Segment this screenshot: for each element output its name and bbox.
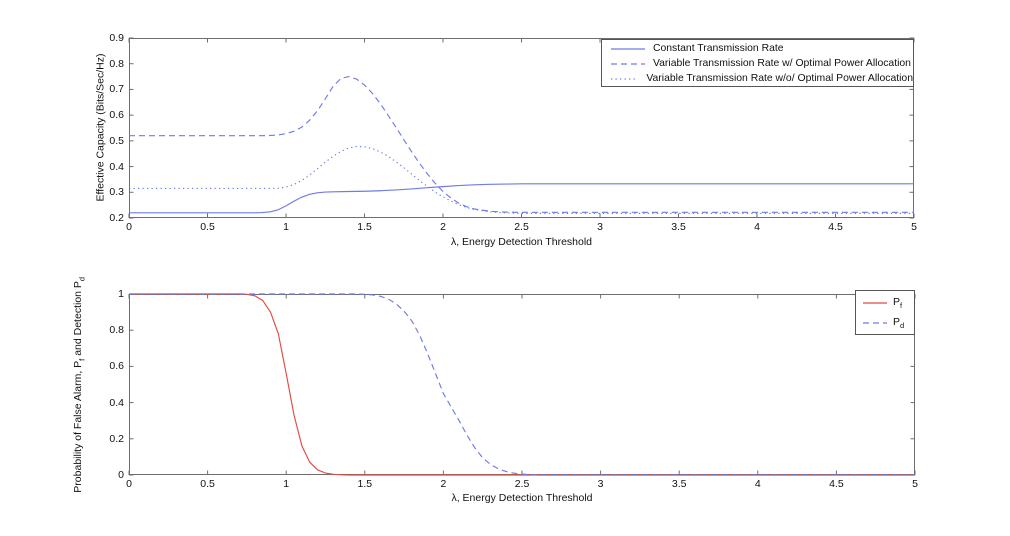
legend-sample-canvas: [863, 302, 887, 304]
series-pf: [129, 293, 915, 476]
x-tick-label: 1.5: [357, 221, 372, 233]
x-tick-label: 1.5: [357, 478, 373, 490]
x-tick-label: 0: [126, 478, 132, 490]
y-tick-label: 0.2: [109, 212, 124, 224]
bottom-plot-x-axis-label: λ, Energy Detection Threshold: [451, 492, 593, 504]
detection-probability-plot-canvas: [128, 293, 916, 476]
y-tick-label: 0.8: [109, 57, 124, 70]
legend-sample-canvas: [611, 62, 645, 65]
y-tick-label: 0.7: [109, 83, 124, 96]
bottom-plot: 0 0.5 1 1.5 2 2.5 3 3.5 4 4.5 5 0 0.2 0.4 0.6 0.8 1: [109, 288, 918, 490]
y-tick-label: 0: [118, 469, 124, 481]
bottom-plot-legend: Pf Pd: [855, 290, 915, 335]
red-solid-line-sample-icon: [862, 297, 888, 309]
y-tick-label: 0.6: [109, 360, 124, 373]
series-variable-transmission-rate-w-optimal-power-allocation: [129, 75, 914, 213]
legend-entry: Constant Transmission Rate: [602, 41, 913, 56]
axes-frame: [129, 294, 915, 475]
series-variable-transmission-rate-w-o-optimal-power-allocation: [129, 145, 914, 214]
top-plot: 0 0.5 1 1.5 2 2.5 3 3.5 4 4.5 5 0.2 0.3 0.4 0.5 0.6 0.7 0…: [109, 32, 917, 233]
effective-capacity-plot-canvas: [128, 37, 915, 219]
x-tick-label: 5: [912, 478, 918, 490]
legend-sample-canvas: [611, 47, 645, 50]
y-tick-label: 0.6: [109, 109, 124, 122]
y-tick-label: 0.2: [109, 432, 124, 445]
y-tick-label: 0.8: [109, 324, 124, 337]
legend-entry: Variable Transmission Rate w/ Optimal Po…: [602, 56, 913, 71]
x-tick-label: 2: [440, 478, 447, 490]
legend-entry: Pd: [856, 313, 914, 333]
x-tick-label: 1: [283, 478, 290, 490]
x-tick-label: 1: [283, 221, 289, 233]
legend-sample-canvas: [611, 77, 638, 80]
legend-label: Pf: [893, 296, 903, 311]
y-tick-label: 0.3: [109, 186, 124, 199]
top-plot-legend: Constant Transmission Rate Variable Tran…: [601, 39, 914, 87]
x-tick-label: 0.5: [200, 221, 215, 233]
series-constant-transmission-rate: [129, 183, 914, 214]
x-tick-label: 4.5: [828, 221, 843, 233]
legend-label: Pd: [893, 316, 905, 331]
x-tick-label: 3.5: [671, 221, 686, 233]
x-tick-label: 3: [597, 478, 604, 490]
legend-label: Variable Transmission Rate w/ Optimal Po…: [653, 58, 911, 69]
x-tick-label: 2.5: [514, 478, 530, 490]
y-tick-label: 1: [118, 288, 124, 300]
legend-entry: Variable Transmission Rate w/o/ Optimal …: [602, 71, 913, 86]
x-tick-label: 4: [754, 221, 760, 233]
series-pd: [129, 293, 915, 476]
x-tick-label: 5: [911, 221, 917, 233]
x-tick-label: 2.5: [514, 221, 529, 233]
x-tick-label: 3.5: [671, 478, 687, 490]
x-tick-label: 2: [440, 221, 446, 233]
y-tick-label: 0.4: [109, 396, 124, 409]
legend-entry: Pf: [856, 293, 914, 313]
x-tick-label: 0: [126, 221, 132, 233]
y-tick-label: 0.9: [109, 32, 124, 44]
legend-label: Constant Transmission Rate: [653, 43, 784, 54]
solid-line-sample-icon: [610, 43, 646, 55]
dashed-line-sample-icon: [610, 58, 646, 70]
x-tick-label: 4.5: [829, 478, 844, 490]
blue-dashed-line-sample-icon: [862, 317, 888, 329]
bottom-plot-y-axis-label: Probability of False Alarm, Pf and Detec…: [72, 276, 87, 493]
y-tick-label: 0.4: [109, 160, 124, 173]
x-tick-label: 0.5: [200, 478, 215, 490]
legend-label: Variable Transmission Rate w/o/ Optimal …: [646, 73, 913, 84]
x-tick-label: 4: [754, 478, 761, 490]
legend-sample-canvas: [863, 322, 887, 324]
x-tick-label: 3: [597, 221, 603, 233]
top-plot-y-axis-label: Effective Capacity (Bits/Sec/Hz): [94, 53, 107, 202]
dotted-line-sample-icon: [610, 73, 639, 85]
top-plot-x-axis-label: λ, Energy Detection Threshold: [450, 236, 593, 248]
y-tick-label: 0.5: [109, 134, 124, 147]
